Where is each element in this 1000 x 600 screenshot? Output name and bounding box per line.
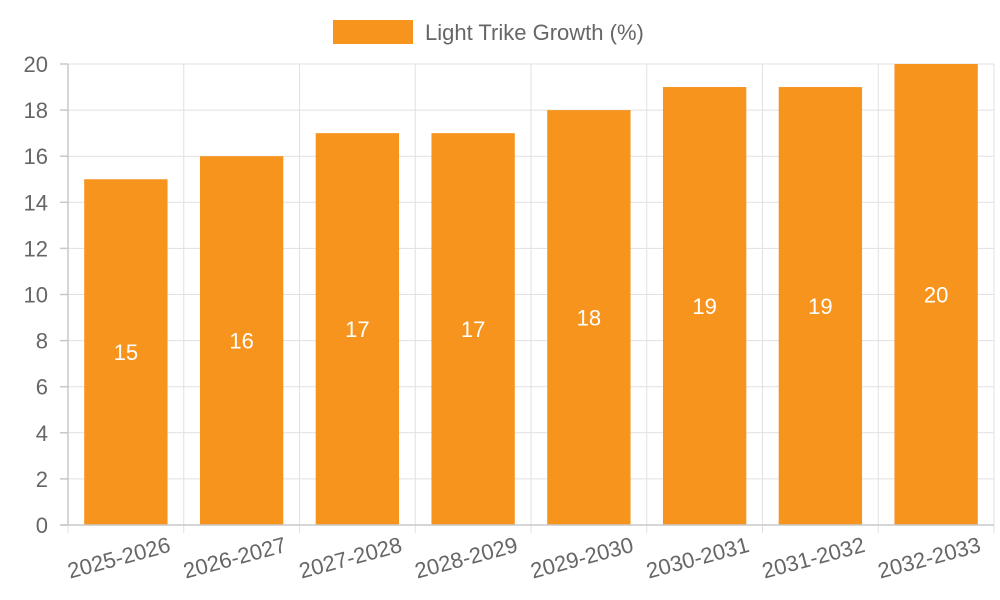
- bar[interactable]: [662, 87, 747, 526]
- data-label: 18: [577, 306, 601, 331]
- data-label: 15: [114, 340, 138, 365]
- y-tick-label: 4: [36, 421, 48, 446]
- x-tick-label: 2027-2028: [296, 532, 404, 583]
- x-tick-label: 2028-2029: [412, 532, 520, 583]
- x-tick-label: 2025-2026: [65, 532, 173, 583]
- data-label: 19: [692, 294, 716, 319]
- data-label: 20: [924, 283, 948, 308]
- bar[interactable]: [315, 133, 400, 525]
- y-tick-label: 8: [36, 329, 48, 354]
- bar[interactable]: [547, 110, 631, 525]
- data-label: 16: [229, 329, 253, 354]
- legend-swatch[interactable]: [333, 20, 413, 44]
- bar[interactable]: [199, 156, 284, 525]
- y-tick-label: 2: [36, 467, 48, 492]
- y-tick-label: 20: [24, 52, 48, 77]
- y-tick-label: 18: [24, 98, 48, 123]
- x-tick-label: 2029-2030: [528, 532, 636, 583]
- y-tick-label: 12: [24, 236, 48, 261]
- y-tick-label: 14: [24, 190, 48, 215]
- y-tick-label: 10: [24, 283, 48, 308]
- y-tick-label: 0: [36, 513, 48, 538]
- axes: [60, 63, 994, 526]
- y-tick-label: 6: [36, 375, 48, 400]
- bar[interactable]: [778, 87, 863, 526]
- legend[interactable]: Light Trike Growth (%): [333, 20, 644, 45]
- data-label: 17: [461, 317, 485, 342]
- x-tick-label: 2031-2032: [759, 532, 867, 583]
- data-label: 19: [808, 294, 832, 319]
- bar[interactable]: [894, 64, 978, 525]
- bar[interactable]: [84, 179, 168, 525]
- y-tick-label: 16: [24, 144, 48, 169]
- data-label: 17: [345, 317, 369, 342]
- x-tick-label: 2032-2033: [875, 532, 983, 583]
- legend-label[interactable]: Light Trike Growth (%): [425, 20, 644, 45]
- bar[interactable]: [431, 133, 515, 525]
- x-tick-label: 2030-2031: [644, 532, 752, 583]
- x-tick-label: 2026-2027: [181, 532, 289, 583]
- bars: 15 16 17 17 18 19 19 20: [84, 64, 978, 526]
